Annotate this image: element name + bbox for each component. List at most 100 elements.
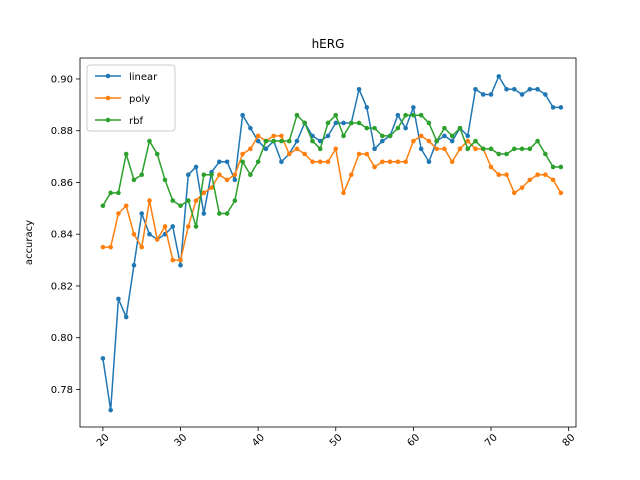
- data-point-rbf: [550, 164, 556, 170]
- data-point-rbf: [302, 120, 308, 126]
- data-point-poly: [193, 198, 199, 203]
- data-point-linear: [504, 87, 509, 92]
- data-point-poly: [248, 146, 253, 152]
- data-point-rbf: [263, 138, 269, 144]
- data-point-rbf: [116, 190, 121, 196]
- legend-marker-linear: [105, 73, 111, 79]
- data-point-poly: [496, 172, 502, 178]
- legend-box: [86, 64, 176, 132]
- data-point-rbf: [519, 146, 525, 152]
- data-point-linear: [131, 262, 137, 268]
- data-point-linear: [543, 92, 548, 97]
- data-point-poly: [418, 133, 424, 139]
- data-point-linear: [279, 159, 284, 165]
- data-point-poly: [434, 146, 439, 152]
- data-point-rbf: [178, 203, 183, 209]
- data-point-linear: [372, 146, 377, 152]
- data-point-linear: [170, 224, 176, 229]
- data-point-linear: [139, 211, 145, 216]
- legend-label-poly: poly: [129, 94, 150, 105]
- data-point-poly: [116, 211, 121, 216]
- data-point-linear: [217, 159, 222, 165]
- data-point-rbf: [154, 151, 160, 157]
- data-point-poly: [519, 185, 525, 190]
- data-point-rbf: [131, 177, 137, 183]
- data-point-linear: [380, 138, 385, 144]
- data-point-poly: [279, 133, 284, 139]
- y-tick-label: 0.86: [51, 178, 73, 189]
- data-point-poly: [387, 159, 393, 165]
- data-point-rbf: [147, 138, 152, 144]
- data-point-linear: [395, 112, 401, 118]
- data-point-rbf: [473, 138, 478, 144]
- data-point-rbf: [457, 125, 463, 131]
- data-point-rbf: [255, 159, 261, 165]
- data-point-rbf: [380, 133, 385, 139]
- data-point-rbf: [209, 172, 214, 178]
- data-point-poly: [201, 190, 207, 196]
- data-point-rbf: [418, 112, 424, 118]
- data-point-poly: [449, 159, 455, 165]
- data-point-rbf: [271, 138, 276, 144]
- chart-title: hERG: [312, 37, 345, 51]
- data-point-poly: [139, 244, 145, 250]
- legend-label-rbf: rbf: [129, 116, 143, 127]
- data-point-rbf: [108, 190, 113, 196]
- data-point-poly: [224, 177, 230, 183]
- data-point-rbf: [465, 146, 471, 152]
- data-point-rbf: [558, 164, 564, 170]
- y-tick-label: 0.82: [51, 281, 73, 292]
- data-point-linear: [232, 177, 238, 183]
- y-tick-label: 0.84: [51, 230, 73, 241]
- data-point-rbf: [411, 112, 416, 118]
- data-point-rbf: [294, 112, 300, 118]
- data-point-linear: [341, 120, 346, 126]
- data-point-rbf: [310, 138, 315, 144]
- data-point-poly: [209, 185, 214, 190]
- data-point-linear: [240, 112, 245, 118]
- data-point-linear: [535, 87, 540, 92]
- data-point-poly: [325, 159, 331, 165]
- data-point-poly: [356, 151, 362, 157]
- data-point-rbf: [356, 120, 362, 126]
- data-point-linear: [108, 407, 113, 413]
- data-point-rbf: [426, 120, 432, 126]
- legend-marker-poly: [105, 95, 111, 101]
- data-point-poly: [527, 177, 533, 183]
- data-point-poly: [100, 244, 106, 250]
- data-point-rbf: [325, 120, 331, 126]
- data-point-rbf: [527, 146, 533, 152]
- data-point-linear: [193, 164, 199, 170]
- data-point-rbf: [442, 125, 447, 131]
- data-point-linear: [294, 138, 300, 144]
- data-point-poly: [147, 198, 152, 203]
- data-point-poly: [403, 159, 408, 165]
- data-point-linear: [317, 138, 323, 144]
- data-point-linear: [473, 87, 478, 92]
- data-point-rbf: [535, 138, 540, 144]
- data-point-rbf: [123, 151, 129, 157]
- data-point-poly: [178, 257, 183, 263]
- data-point-rbf: [543, 151, 548, 157]
- data-point-poly: [364, 151, 370, 157]
- data-point-rbf: [317, 146, 323, 152]
- data-point-poly: [543, 172, 548, 178]
- y-tick-label: 0.90: [51, 74, 73, 85]
- data-point-rbf: [232, 198, 238, 203]
- legend-label-linear: linear: [129, 72, 158, 83]
- data-point-poly: [348, 172, 354, 178]
- data-point-poly: [511, 190, 517, 196]
- data-point-poly: [131, 231, 137, 237]
- data-point-linear: [488, 92, 494, 97]
- data-point-linear: [558, 105, 564, 110]
- data-point-rbf: [185, 198, 191, 203]
- data-point-linear: [465, 133, 471, 139]
- data-point-poly: [504, 172, 509, 178]
- data-point-rbf: [201, 172, 207, 178]
- data-point-linear: [550, 105, 556, 110]
- data-point-poly: [426, 138, 432, 144]
- y-tick-label: 0.88: [51, 126, 73, 137]
- data-point-rbf: [504, 151, 509, 157]
- data-point-linear: [449, 138, 455, 144]
- data-point-poly: [558, 190, 564, 196]
